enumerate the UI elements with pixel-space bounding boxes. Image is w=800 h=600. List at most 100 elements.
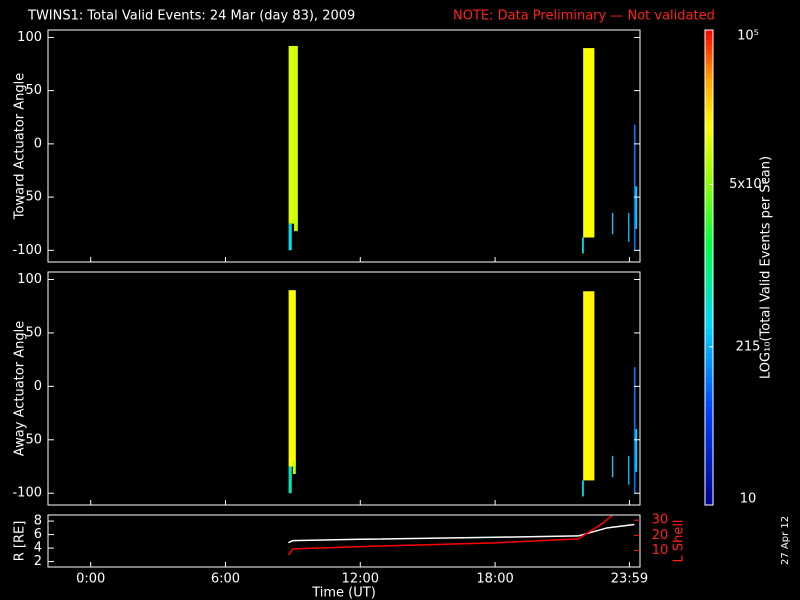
x-tick-label: 12:00 xyxy=(342,572,379,587)
colorbar-segment xyxy=(705,53,713,59)
colorbar-segment xyxy=(705,372,713,378)
colorbar-segment xyxy=(705,490,713,496)
colorbar-segment xyxy=(705,262,713,268)
colorbar-segment xyxy=(705,120,713,126)
colorbar-segment xyxy=(705,148,713,154)
colorbar-segment xyxy=(705,224,713,230)
colorbar-segment xyxy=(705,248,713,254)
note: NOTE: Data Preliminary — Not validated xyxy=(453,9,715,24)
spectrogram-cell xyxy=(628,213,630,242)
colorbar-segment xyxy=(705,310,713,316)
spectrogram-cell xyxy=(292,461,296,475)
spectrogram-cell xyxy=(635,186,638,230)
colorbar-segment xyxy=(705,362,713,368)
x-tick-label: 6:00 xyxy=(211,572,240,587)
colorbar-label: LOG₁₀(Total Valid Events per Scan) xyxy=(759,156,774,379)
spectrogram-cell xyxy=(633,124,636,251)
colorbar-segment xyxy=(705,196,713,202)
colorbar-segment xyxy=(705,153,713,159)
y2-axis-label: L Shell xyxy=(672,519,687,562)
line-series xyxy=(287,515,613,556)
colorbar-segment xyxy=(705,495,713,501)
colorbar-segment xyxy=(705,281,713,287)
colorbar-segment xyxy=(705,353,713,359)
y2-tick-label: 20 xyxy=(652,528,669,543)
colorbar-segment xyxy=(705,201,713,207)
spectrogram-cell xyxy=(582,237,584,254)
colorbar-segment xyxy=(705,286,713,292)
colorbar-segment xyxy=(705,462,713,468)
colorbar-segment xyxy=(705,30,713,36)
colorbar-segment xyxy=(705,220,713,226)
y-tick-label: 8 xyxy=(34,514,42,529)
colorbar-segment xyxy=(705,186,713,192)
colorbar-segment xyxy=(705,115,713,121)
y-axis-label: Toward Actuator Angle xyxy=(13,73,28,220)
colorbar-segment xyxy=(705,400,713,406)
colorbar-segment xyxy=(705,433,713,439)
colorbar-segment xyxy=(705,106,713,112)
colorbar-segment xyxy=(705,291,713,297)
y-axis-label: Away Actuator Angle xyxy=(13,321,28,456)
panel-frame xyxy=(47,514,641,568)
colorbar-segment xyxy=(705,229,713,235)
colorbar-segment xyxy=(705,68,713,74)
colorbar-segment xyxy=(705,87,713,93)
x-tick-label: 18:00 xyxy=(476,572,513,587)
colorbar-segment xyxy=(705,101,713,107)
y-tick-label: 4 xyxy=(34,541,42,556)
colorbar-segment xyxy=(705,334,713,340)
colorbar-segment xyxy=(705,267,713,273)
colorbar-segment xyxy=(705,34,713,40)
colorbar-segment xyxy=(705,172,713,178)
spectrogram-cell xyxy=(288,466,292,494)
colorbar-segment xyxy=(705,391,713,397)
y2-tick-label: 10 xyxy=(652,543,669,558)
spectrogram-cell xyxy=(582,480,584,497)
colorbar-segment xyxy=(705,448,713,454)
x-tick-label: 23:59 xyxy=(611,572,648,587)
colorbar-segment xyxy=(705,424,713,430)
panel-frame xyxy=(47,271,641,506)
colorbar-segment xyxy=(705,476,713,482)
colorbar-segment xyxy=(705,410,713,416)
y-tick-label: 0 xyxy=(34,379,42,394)
colorbar-tick-label: 215 xyxy=(736,339,761,354)
colorbar-segment xyxy=(705,319,713,325)
colorbar-segment xyxy=(705,272,713,278)
colorbar-segment xyxy=(705,414,713,420)
date-stamp: 27 Apr 12 xyxy=(780,516,791,565)
colorbar-segment xyxy=(705,91,713,97)
colorbar-tick-label: 10⁵ xyxy=(737,29,759,44)
colorbar-segment xyxy=(705,348,713,354)
y-tick-label: 2 xyxy=(34,554,42,569)
colorbar-segment xyxy=(705,381,713,387)
chart-title: TWINS1: Total Valid Events: 24 Mar (day … xyxy=(27,9,355,24)
colorbar-tick-label: 5x10³ xyxy=(729,177,767,192)
y2-tick-label: 30 xyxy=(652,513,669,528)
spectrogram-cell xyxy=(611,455,614,478)
colorbar-segment xyxy=(705,239,713,245)
spectrogram-cell xyxy=(288,223,292,251)
colorbar-segment xyxy=(705,253,713,259)
y-tick-label: 50 xyxy=(25,325,42,340)
colorbar-segment xyxy=(705,77,713,83)
x-tick-label: 0:00 xyxy=(76,572,105,587)
y-tick-label: -100 xyxy=(12,486,42,501)
colorbar-segment xyxy=(705,234,713,240)
spectrogram-cell xyxy=(635,429,638,472)
y-tick-label: -50 xyxy=(21,432,42,447)
colorbar-segment xyxy=(705,329,713,335)
panel-frame xyxy=(47,29,641,263)
spectrogram-cell xyxy=(583,291,595,481)
spectrogram-cell xyxy=(583,48,595,238)
colorbar-segment xyxy=(705,144,713,150)
colorbar-segment xyxy=(705,376,713,382)
colorbar-segment xyxy=(705,305,713,311)
colorbar-segment xyxy=(705,486,713,492)
colorbar-segment xyxy=(705,215,713,221)
colorbar-segment xyxy=(705,315,713,321)
colorbar-segment xyxy=(705,158,713,164)
colorbar-segment xyxy=(705,429,713,435)
colorbar-segment xyxy=(705,481,713,487)
